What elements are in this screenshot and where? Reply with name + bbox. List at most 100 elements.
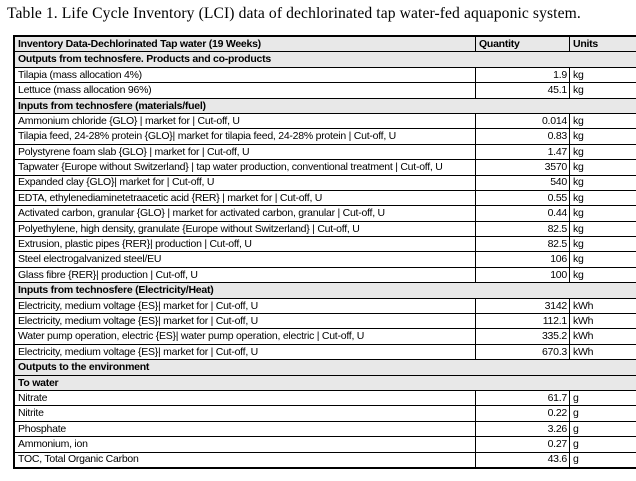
item-description-cell: Ammonium chloride {GLO} | market for | C… (13, 112, 476, 130)
table-row: Polyethylene, high density, granulate {E… (13, 220, 636, 238)
section-label: Inputs from technosfere (materials/fuel) (13, 97, 636, 114)
table-row: Electricity, medium voltage {ES}| market… (13, 297, 636, 315)
table-row: Ammonium, ion 0.27 g (13, 436, 636, 453)
item-description-cell: Lettuce (mass allocation 96%) (13, 82, 476, 99)
quantity-cell: 3.26 (475, 420, 570, 438)
quantity-cell: 335.2 (475, 328, 570, 345)
quantity-cell: 0.55 (475, 189, 570, 207)
unit-cell: kg (569, 159, 636, 176)
unit-cell: kWh (569, 313, 636, 330)
quantity-cell: 0.22 (475, 405, 570, 422)
unit-cell: kg (569, 266, 636, 284)
unit-cell: g (569, 451, 636, 469)
quantity-cell: 1.47 (475, 143, 570, 161)
section-label: Outputs from technosfere. Products and c… (13, 51, 636, 68)
item-description-cell: Ammonium, ion (13, 436, 476, 453)
unit-cell: g (569, 436, 636, 453)
unit-cell: kg (569, 251, 636, 268)
table-row: Phosphate 3.26 g (13, 420, 636, 438)
item-description-cell: Electricity, medium voltage {ES}| market… (13, 343, 476, 361)
table-caption: Table 1. Life Cycle Inventory (LCI) data… (7, 5, 581, 22)
quantity-cell: 82.5 (475, 236, 570, 253)
unit-cell: kg (569, 112, 636, 130)
quantity-cell: 61.7 (475, 389, 570, 407)
unit-cell: kg (569, 128, 636, 145)
unit-cell: kg (569, 143, 636, 161)
quantity-cell: 0.014 (475, 112, 570, 130)
section-row: Inputs from technosfere (materials/fuel) (13, 97, 636, 114)
quantity-cell: 0.27 (475, 436, 570, 453)
table-row: Expanded clay {GLO}| market for | Cut-of… (13, 174, 636, 191)
item-description-cell: Activated carbon, granular {GLO} | marke… (13, 205, 476, 222)
item-description-cell: Electricity, medium voltage {ES}| market… (13, 313, 476, 330)
table-header-row: Inventory Data-Dechlorinated Tap water (… (13, 35, 636, 53)
table-row: TOC, Total Organic Carbon 43.6 g (13, 451, 636, 469)
item-description-cell: EDTA, ethylenediaminetetraacetic acid {R… (13, 189, 476, 207)
quantity-cell: 3142 (475, 297, 570, 315)
table-row: Activated carbon, granular {GLO} | marke… (13, 205, 636, 222)
table-row: Nitrate 61.7 g (13, 389, 636, 407)
item-description-cell: Phosphate (13, 420, 476, 438)
quantity-cell: 0.44 (475, 205, 570, 222)
table-row: Tilapia feed, 24-28% protein {GLO}| mark… (13, 128, 636, 145)
unit-cell: kg (569, 66, 636, 84)
item-description-cell: Tilapia feed, 24-28% protein {GLO}| mark… (13, 128, 476, 145)
header-cell-inventory: Inventory Data-Dechlorinated Tap water (… (13, 35, 476, 53)
lci-table: Inventory Data-Dechlorinated Tap water (… (13, 35, 636, 469)
item-description-cell: Nitrite (13, 405, 476, 422)
header-cell-units: Units (569, 35, 636, 53)
table-row: EDTA, ethylenediaminetetraacetic acid {R… (13, 189, 636, 207)
quantity-cell: 82.5 (475, 220, 570, 238)
section-label: Outputs to the environment (13, 359, 636, 376)
unit-cell: kWh (569, 343, 636, 361)
section-label: Inputs from technosfere (Electricity/Hea… (13, 282, 636, 299)
quantity-cell: 0.83 (475, 128, 570, 145)
lci-table-body: Inventory Data-Dechlorinated Tap water (… (13, 35, 636, 469)
unit-cell: kg (569, 236, 636, 253)
item-description-cell: Nitrate (13, 389, 476, 407)
table-row: Ammonium chloride {GLO} | market for | C… (13, 112, 636, 130)
quantity-cell: 106 (475, 251, 570, 268)
table-row: Glass fibre {RER}| production | Cut-off,… (13, 266, 636, 284)
unit-cell: g (569, 389, 636, 407)
table-row: Polystyrene foam slab {GLO} | market for… (13, 143, 636, 161)
quantity-cell: 3570 (475, 159, 570, 176)
table-row: Tapwater {Europe without Switzerland} | … (13, 159, 636, 176)
item-description-cell: Extrusion, plastic pipes {RER}| producti… (13, 236, 476, 253)
table-row: Electricity, medium voltage {ES}| market… (13, 343, 636, 361)
unit-cell: g (569, 420, 636, 438)
unit-cell: kWh (569, 297, 636, 315)
quantity-cell: 540 (475, 174, 570, 191)
unit-cell: kWh (569, 328, 636, 345)
item-description-cell: Tilapia (mass allocation 4%) (13, 66, 476, 84)
item-description-cell: TOC, Total Organic Carbon (13, 451, 476, 469)
table-row: Lettuce (mass allocation 96%) 45.1 kg (13, 82, 636, 99)
table-row: Water pump operation, electric {ES}| wat… (13, 328, 636, 345)
table-row: Steel electrogalvanized steel/EU 106 kg (13, 251, 636, 268)
quantity-cell: 1.9 (475, 66, 570, 84)
section-row: Outputs to the environment (13, 359, 636, 376)
quantity-cell: 43.6 (475, 451, 570, 469)
item-description-cell: Tapwater {Europe without Switzerland} | … (13, 159, 476, 176)
header-cell-quantity: Quantity (475, 35, 570, 53)
item-description-cell: Polystyrene foam slab {GLO} | market for… (13, 143, 476, 161)
table-row: Electricity, medium voltage {ES}| market… (13, 313, 636, 330)
unit-cell: kg (569, 220, 636, 238)
unit-cell: kg (569, 205, 636, 222)
quantity-cell: 670.3 (475, 343, 570, 361)
item-description-cell: Glass fibre {RER}| production | Cut-off,… (13, 266, 476, 284)
item-description-cell: Polyethylene, high density, granulate {E… (13, 220, 476, 238)
table-row: Tilapia (mass allocation 4%) 1.9 kg (13, 66, 636, 84)
table-row: Nitrite 0.22 g (13, 405, 636, 422)
unit-cell: kg (569, 174, 636, 191)
section-row: To water (13, 374, 636, 391)
item-description-cell: Steel electrogalvanized steel/EU (13, 251, 476, 268)
item-description-cell: Water pump operation, electric {ES}| wat… (13, 328, 476, 345)
table-row: Extrusion, plastic pipes {RER}| producti… (13, 236, 636, 253)
quantity-cell: 45.1 (475, 82, 570, 99)
unit-cell: kg (569, 82, 636, 99)
unit-cell: g (569, 405, 636, 422)
section-row: Inputs from technosfere (Electricity/Hea… (13, 282, 636, 299)
quantity-cell: 100 (475, 266, 570, 284)
